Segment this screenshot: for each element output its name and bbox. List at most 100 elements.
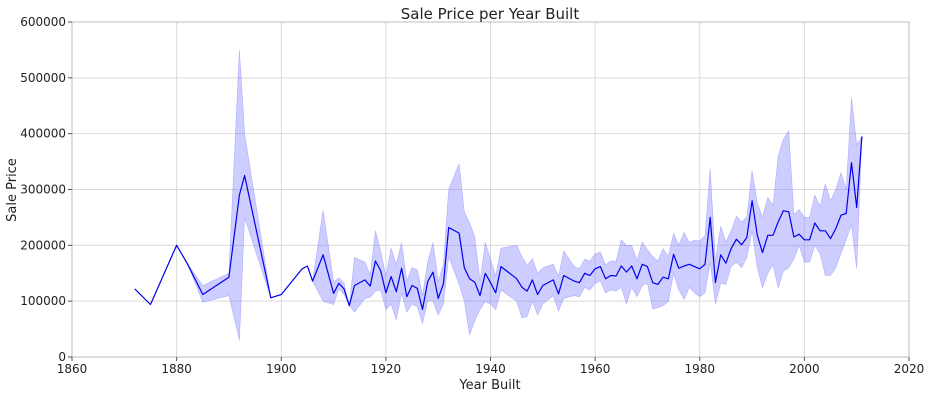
data-point [322,253,325,256]
data-point [641,263,644,266]
data-point [301,267,304,270]
data-point [850,161,853,164]
data-point [353,284,356,287]
data-point [620,265,623,268]
y-tick-label: 0 [58,350,66,364]
data-point [369,285,372,288]
data-point [363,278,366,281]
data-point [484,272,487,275]
y-tick-label: 400000 [20,127,66,141]
data-point [824,229,827,232]
data-point [777,220,780,223]
x-axis-label: Year Built [458,378,520,393]
data-point [311,280,314,283]
data-point [698,267,701,270]
x-axis-ticks: 1860 1880 1900 1920 1940 1960 1980 2000 2020 [57,357,925,376]
data-point [437,297,440,300]
data-point [683,265,686,268]
data-point [651,281,654,284]
data-point [677,267,680,270]
data-point [526,290,529,293]
data-point [343,287,346,290]
data-point [860,135,863,138]
data-point [714,281,717,284]
data-point [646,265,649,268]
data-point [531,278,534,281]
data-point [243,174,246,177]
data-point [808,238,811,241]
data-point [479,294,482,297]
data-point [766,234,769,237]
data-point [609,274,612,277]
data-point [201,293,204,296]
data-point [337,282,340,285]
data-point [175,244,178,247]
x-tick-label: 2000 [789,362,820,376]
data-point [656,283,659,286]
x-tick-label: 1920 [371,362,402,376]
data-point [280,293,283,296]
data-point [442,282,445,285]
data-point [500,265,503,268]
data-point [557,292,560,295]
data-point [269,296,272,299]
data-point [588,274,591,277]
data-point [400,267,403,270]
data-point [751,199,754,202]
data-point [489,281,492,284]
data-point [819,229,822,232]
x-tick-label: 1860 [57,362,88,376]
data-point [803,238,806,241]
data-point [411,284,414,287]
data-point [520,286,523,289]
data-point [536,293,539,296]
data-point [798,233,801,236]
data-point [541,284,544,287]
chart-title: Sale Price per Year Built [401,5,580,23]
data-point [615,275,618,278]
data-point [332,292,335,295]
data-point [719,253,722,256]
data-point [745,236,748,239]
data-point [782,209,785,212]
data-point [133,287,136,290]
x-tick-label: 1940 [475,362,506,376]
data-point [348,304,351,307]
data-point [740,243,743,246]
data-point [792,236,795,239]
data-point [840,214,843,217]
data-point [552,278,555,281]
data-point [662,276,665,279]
x-tick-label: 2020 [894,362,925,376]
data-point [578,281,581,284]
data-point [787,210,790,213]
data-point [761,251,764,254]
data-point [636,277,639,280]
data-point [238,194,241,197]
data-point [813,222,816,225]
data-point [583,272,586,275]
data-point [599,265,602,268]
data-point [426,280,429,283]
data-point [405,295,408,298]
data-point [468,277,471,280]
data-point [772,234,775,237]
data-point [735,238,738,241]
x-tick-label: 1900 [266,362,297,376]
data-point [458,232,461,235]
data-point [416,287,419,290]
data-point [421,308,424,311]
x-tick-label: 1880 [161,362,192,376]
x-tick-label: 1960 [580,362,611,376]
data-point [149,303,152,306]
data-point [724,262,727,265]
y-axis-label: Sale Price [5,158,20,222]
data-point [515,277,518,280]
y-tick-label: 600000 [20,15,66,29]
data-point [693,265,696,268]
y-tick-label: 200000 [20,238,66,252]
y-tick-label: 100000 [20,294,66,308]
data-point [573,280,576,283]
